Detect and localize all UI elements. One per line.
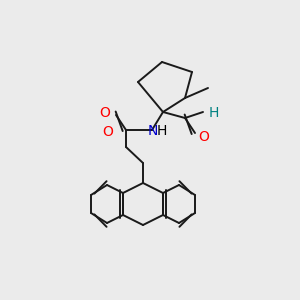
Text: O: O: [103, 125, 113, 139]
Text: N: N: [148, 124, 158, 138]
Text: H: H: [157, 124, 167, 138]
Text: H: H: [209, 106, 219, 120]
Text: O: O: [100, 106, 110, 120]
Text: O: O: [199, 130, 209, 144]
